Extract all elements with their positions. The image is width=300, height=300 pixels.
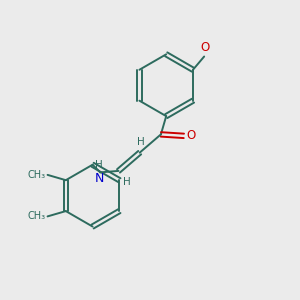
Text: O: O — [201, 41, 210, 54]
Text: O: O — [187, 129, 196, 142]
Text: H: H — [95, 160, 103, 170]
Text: N: N — [94, 172, 104, 185]
Text: CH₃: CH₃ — [27, 170, 45, 180]
Text: H: H — [137, 137, 145, 147]
Text: CH₃: CH₃ — [27, 212, 45, 221]
Text: H: H — [123, 177, 130, 188]
